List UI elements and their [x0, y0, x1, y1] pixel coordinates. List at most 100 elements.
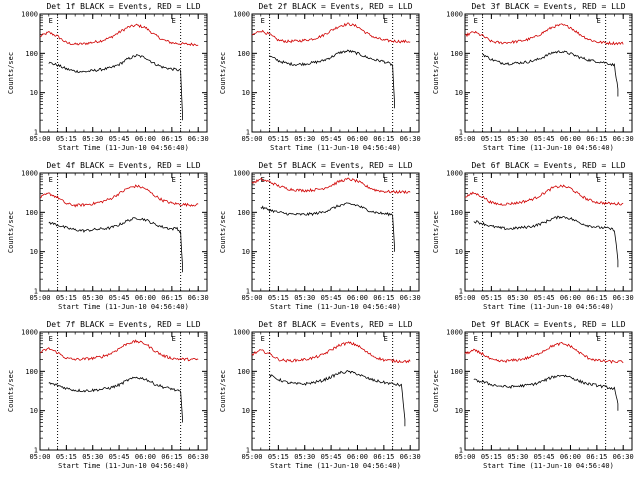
x-tick-label: 05:45 — [109, 453, 130, 461]
y-tick-label: 100 — [450, 209, 463, 217]
lld-series-line — [39, 339, 199, 362]
lld-series-line — [252, 22, 411, 44]
plot-frame — [251, 172, 420, 292]
x-tick-label: 06:15 — [161, 135, 182, 143]
marker-letter: E — [261, 17, 265, 25]
x-tick-label: 06:00 — [135, 453, 156, 461]
y-tick-label: 1 — [459, 129, 463, 137]
x-tick-label: 06:30 — [188, 135, 209, 143]
y-tick-label: 1 — [34, 129, 38, 137]
plot-frame — [464, 172, 633, 292]
x-tick-label: 06:15 — [586, 135, 607, 143]
x-tick-label: 06:00 — [560, 135, 581, 143]
chart-title: Det 8f BLACK = Events, RED = LLD — [258, 320, 412, 329]
y-tick-label: 1 — [246, 447, 250, 455]
marker-letter: E — [384, 335, 388, 343]
lld-series-line — [464, 184, 624, 206]
x-tick-label: 05:45 — [109, 294, 130, 302]
marker-letter: E — [597, 335, 601, 343]
y-tick-label: 1 — [34, 288, 38, 296]
plot-frame — [251, 13, 420, 133]
y-tick-label: 1000 — [233, 329, 250, 337]
events-series-line — [48, 376, 183, 423]
x-tick-label: 05:30 — [82, 135, 103, 143]
y-tick-label: 1000 — [233, 11, 250, 19]
x-tick-label: 05:30 — [82, 294, 103, 302]
y-tick-label: 100 — [237, 50, 250, 58]
x-tick-label: 06:15 — [586, 453, 607, 461]
x-axis-label: Start Time (11-Jun-10 04:56:40) — [58, 144, 189, 152]
y-axis-label: Counts/sec — [432, 52, 440, 94]
panel-6: Det 6f BLACK = Events, RED = LLD 1 10 100 10… — [432, 161, 634, 311]
chart-title: Det 1f BLACK = Events, RED = LLD — [46, 2, 200, 11]
chart-title: Det 7f BLACK = Events, RED = LLD — [46, 320, 200, 329]
x-tick-label: 05:30 — [82, 453, 103, 461]
x-tick-label: 05:00 — [241, 294, 262, 302]
x-tick-label: 06:00 — [347, 135, 368, 143]
y-tick-label: 100 — [450, 50, 463, 58]
y-tick-label: 10 — [30, 407, 38, 415]
x-tick-label: 05:00 — [29, 294, 50, 302]
y-axis-label: Counts/sec — [219, 52, 227, 94]
x-tick-label: 05:45 — [321, 453, 342, 461]
events-series-line — [473, 374, 619, 411]
x-tick-label: 05:15 — [481, 294, 502, 302]
x-tick-label: 06:00 — [560, 453, 581, 461]
x-tick-label: 05:00 — [241, 135, 262, 143]
y-tick-label: 10 — [242, 248, 250, 256]
y-axis-label: Counts/sec — [219, 370, 227, 412]
y-tick-label: 100 — [237, 209, 250, 217]
panel-4: Det 4f BLACK = Events, RED = LLD 1 10 100 10… — [7, 161, 209, 311]
chart-title: Det 5f BLACK = Events, RED = LLD — [258, 161, 412, 170]
plot-frame — [39, 172, 208, 292]
y-tick-label: 100 — [237, 368, 250, 376]
panel-2: Det 2f BLACK = Events, RED = LLD 1 10 100 10… — [219, 2, 421, 152]
x-tick-label: 06:30 — [613, 135, 634, 143]
x-tick-label: 06:15 — [161, 294, 182, 302]
y-tick-label: 1000 — [21, 329, 38, 337]
y-tick-label: 10 — [242, 407, 250, 415]
y-axis-label: Counts/sec — [432, 370, 440, 412]
x-tick-label: 06:30 — [400, 135, 421, 143]
events-series-line — [260, 202, 395, 252]
lld-series-line — [251, 177, 411, 195]
lld-series-line — [464, 341, 624, 364]
x-tick-label: 06:00 — [347, 294, 368, 302]
x-tick-label: 05:30 — [507, 453, 528, 461]
x-tick-label: 06:30 — [400, 294, 421, 302]
x-tick-label: 05:15 — [481, 135, 502, 143]
x-tick-label: 06:15 — [161, 453, 182, 461]
panel-1: Det 1f BLACK = Events, RED = LLD 1 10 100 10… — [7, 2, 209, 152]
y-tick-label: 1 — [459, 447, 463, 455]
x-tick-label: 05:30 — [507, 294, 528, 302]
x-tick-label: 05:45 — [109, 135, 130, 143]
x-tick-label: 05:45 — [534, 294, 555, 302]
panel-7: Det 7f BLACK = Events, RED = LLD 1 10 100 10… — [7, 320, 209, 470]
x-axis-label: Start Time (11-Jun-10 04:56:40) — [58, 303, 189, 311]
x-tick-label: 05:15 — [56, 453, 77, 461]
marker-letter: E — [49, 335, 53, 343]
y-tick-label: 10 — [455, 407, 463, 415]
x-tick-label: 05:45 — [534, 135, 555, 143]
y-tick-label: 1 — [34, 447, 38, 455]
x-tick-label: 05:30 — [507, 135, 528, 143]
panel-3: Det 3f BLACK = Events, RED = LLD 1 10 100 10… — [432, 2, 634, 152]
x-axis-label: Start Time (11-Jun-10 04:56:40) — [58, 462, 189, 470]
plot-frame — [251, 331, 420, 451]
x-tick-label: 05:15 — [268, 294, 289, 302]
y-axis-label: Counts/sec — [7, 52, 15, 94]
x-tick-label: 05:45 — [321, 135, 342, 143]
x-axis-label: Start Time (11-Jun-10 04:56:40) — [270, 144, 401, 152]
plot-frame — [464, 13, 633, 133]
x-tick-label: 05:30 — [294, 294, 315, 302]
x-tick-label: 05:30 — [294, 453, 315, 461]
y-axis-label: Counts/sec — [7, 370, 15, 412]
marker-letter: E — [597, 17, 601, 25]
x-tick-label: 05:00 — [454, 294, 475, 302]
x-tick-label: 05:15 — [56, 135, 77, 143]
y-tick-label: 1 — [459, 288, 463, 296]
y-tick-label: 10 — [30, 248, 38, 256]
x-tick-label: 05:00 — [454, 453, 475, 461]
x-tick-label: 06:30 — [400, 453, 421, 461]
